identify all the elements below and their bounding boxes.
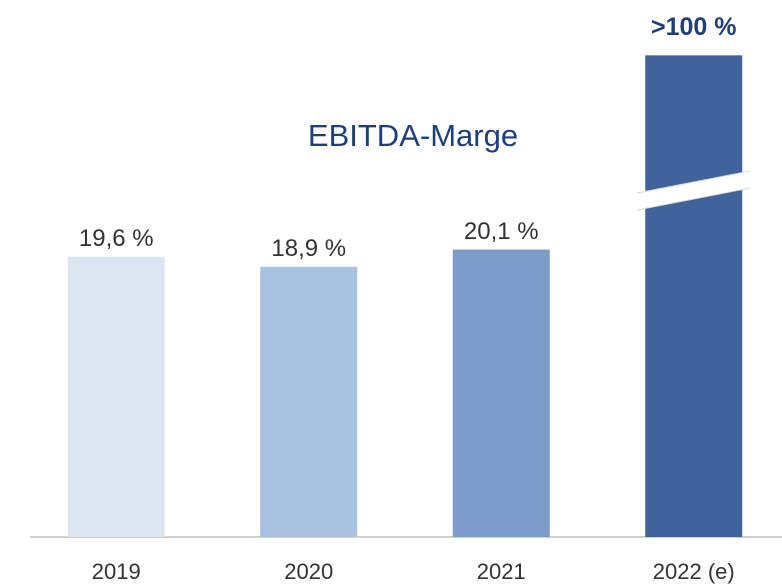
- bar: [452, 249, 550, 537]
- bar: [260, 266, 358, 537]
- chart-title: EBITDA-Marge: [308, 118, 518, 153]
- value-label: 18,9 %: [271, 235, 346, 262]
- value-label: 19,6 %: [79, 225, 154, 252]
- x-tick-label: 2022 (e): [653, 559, 735, 584]
- axis-break: [637, 171, 751, 210]
- axis-break-edge: [637, 187, 751, 211]
- x-tick-label: 2019: [92, 559, 141, 584]
- bar: [67, 256, 165, 537]
- bar: [645, 55, 743, 537]
- value-label: 20,1 %: [464, 218, 539, 245]
- x-tick-label: 2020: [284, 559, 333, 584]
- axis-break-edge: [637, 170, 751, 194]
- x-tick-label: 2021: [477, 559, 526, 584]
- value-label: >100 %: [651, 13, 737, 41]
